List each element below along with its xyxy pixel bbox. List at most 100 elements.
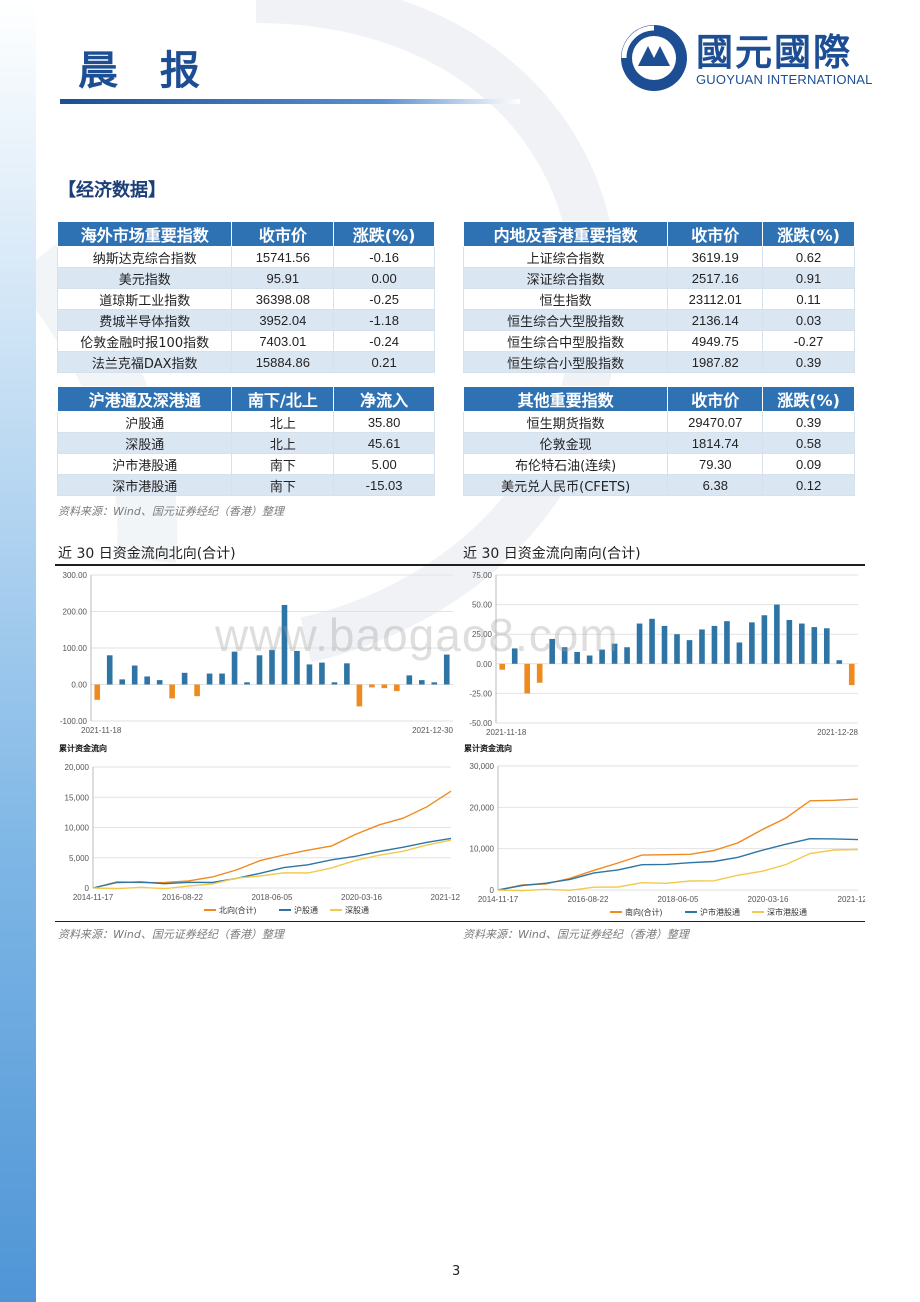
table-row: 上证综合指数 3619.19 0.62 [462, 246, 855, 268]
bar [356, 684, 363, 707]
legend-label: 深市港股通 [767, 907, 807, 917]
bar [181, 672, 188, 685]
bar [106, 655, 113, 685]
left-decorative-strip [0, 0, 36, 1302]
cell-value: 0.09 [762, 453, 855, 475]
bar [156, 680, 163, 685]
cell-value: 2517.16 [667, 267, 764, 289]
cell-value: 0.39 [762, 351, 855, 373]
north-chart-title: 近 30 日资金流向北向(合计) [58, 546, 236, 562]
bar [511, 648, 518, 664]
table-header-row: 内地及香港重要指数 收市价 涨跌(%) [462, 221, 855, 247]
bar [499, 663, 506, 670]
y-tick-label: 200.00 [63, 608, 88, 617]
series-line [497, 837, 859, 891]
table-header-row: 海外市场重要指数 收市价 涨跌(%) [56, 221, 435, 247]
row-label: 深股通 [56, 432, 233, 454]
row-label: 费城半导体指数 [56, 309, 233, 331]
cell-value: -0.25 [333, 288, 435, 310]
x-tick-label: 2016-08-22 [568, 895, 609, 904]
y-tick-label: 30,000 [470, 762, 495, 771]
x-tick-label: 2016-08-22 [162, 893, 203, 902]
cell-value: 79.30 [667, 453, 764, 475]
row-label: 恒生综合小型股指数 [462, 351, 669, 373]
row-label: 恒生综合中型股指数 [462, 330, 669, 352]
bar [823, 628, 830, 664]
bar [231, 651, 238, 685]
row-label: 沪市港股通 [56, 453, 233, 475]
cell-value: 0.03 [762, 309, 855, 331]
bar [406, 675, 413, 685]
table-row: 布伦特石油(连续) 79.30 0.09 [462, 453, 855, 475]
cell-value: 0.00 [333, 267, 435, 289]
x-tick-label: 2021-12-29 [838, 895, 865, 904]
table-row: 恒生期货指数 29470.07 0.39 [462, 411, 855, 433]
bar [536, 663, 543, 683]
column-header: 涨跌(%) [762, 221, 855, 247]
cell-value: 4949.75 [667, 330, 764, 352]
row-label: 美元指数 [56, 267, 233, 289]
stock-connect-table: 沪港通及深港通 南下/北上 净流入 沪股通 北上 35.80 深股通 北上 45.61 沪市港股通… [56, 386, 435, 496]
cell-value: 北上 [231, 411, 335, 433]
row-label: 伦敦金现 [462, 432, 669, 454]
bar [294, 650, 300, 685]
cell-value: 45.61 [333, 432, 435, 454]
bar [281, 604, 288, 685]
row-label: 法兰克福DAX指数 [56, 351, 233, 373]
x-tick-label: 2021-11-18 [486, 728, 527, 737]
y-tick-label: 300.00 [63, 571, 88, 580]
y-tick-label: -50.00 [469, 719, 492, 728]
bar [599, 649, 605, 664]
row-label: 美元兑人民币(CFETS) [462, 474, 669, 496]
cell-value: 1987.82 [667, 351, 764, 373]
column-header: 收市价 [231, 221, 335, 247]
row-label: 沪股通 [56, 411, 233, 433]
table-header-row: 沪港通及深港通 南下/北上 净流入 [56, 386, 435, 412]
bar [561, 647, 568, 664]
north-cumulative-line-chart: 累计资金流向 20,000 15,000 10,000 5,000 02014-11-17… [59, 743, 460, 915]
y-tick-label: 0.00 [476, 660, 492, 669]
row-label: 恒生期货指数 [462, 411, 669, 433]
cell-value: 6.38 [667, 474, 764, 496]
bar [524, 663, 531, 694]
y-tick-label: 10,000 [65, 824, 90, 833]
south-chart-frame [460, 564, 865, 922]
cell-value: 36398.08 [231, 288, 335, 310]
y-tick-label: -25.00 [469, 689, 492, 698]
logo-emblem-icon [621, 25, 687, 91]
y-tick-label: 100.00 [63, 644, 88, 653]
y-tick-label: 5,000 [69, 854, 90, 863]
y-tick-label: 20,000 [470, 803, 495, 812]
bar [736, 642, 743, 664]
bar [624, 647, 630, 664]
bar [649, 618, 655, 664]
cell-value: 0.21 [333, 351, 435, 373]
bar [799, 623, 805, 664]
bar [774, 604, 780, 664]
cell-value: 35.80 [333, 411, 435, 433]
column-header: 涨跌(%) [762, 386, 855, 412]
bar [244, 682, 250, 685]
legend-label: 南向(合计) [625, 907, 663, 917]
y-tick-label: 0.00 [71, 681, 87, 690]
bar [256, 655, 263, 685]
bar [549, 638, 555, 664]
row-label: 道琼斯工业指数 [56, 288, 233, 310]
bar [724, 621, 730, 664]
table-row: 道琼斯工业指数 36398.08 -0.25 [56, 288, 435, 310]
bar [418, 680, 425, 685]
bar [131, 665, 138, 685]
other-indices-table: 其他重要指数 收市价 涨跌(%) 恒生期货指数 29470.07 0.39 伦敦金现 1814… [462, 386, 855, 496]
table-source-note: 资料来源：Wind、国元证券经纪（香港）整理 [58, 505, 284, 518]
cell-value: 3952.04 [231, 309, 335, 331]
cell-value: -0.24 [333, 330, 435, 352]
y-tick-label: 25.00 [472, 630, 493, 639]
cell-value: 0.91 [762, 267, 855, 289]
bar [306, 664, 313, 685]
cell-value: 23112.01 [667, 288, 764, 310]
cell-value: 29470.07 [667, 411, 764, 433]
y-tick-label: 75.00 [472, 571, 493, 580]
table-row: 伦敦金现 1814.74 0.58 [462, 432, 855, 454]
y-tick-label: 20,000 [65, 763, 90, 772]
